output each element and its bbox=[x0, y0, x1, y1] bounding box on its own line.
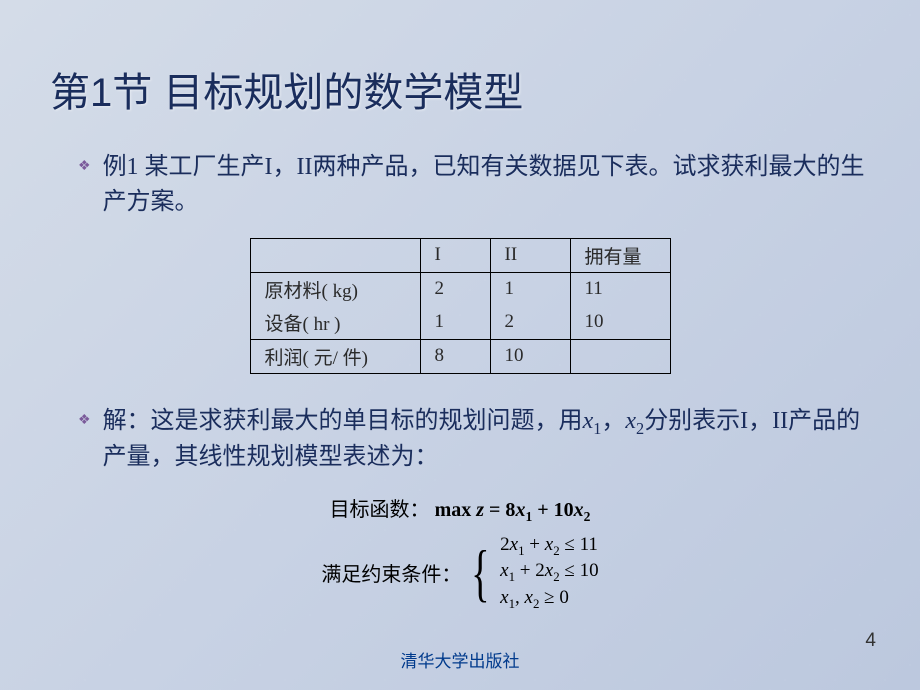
table-cell: 1 bbox=[490, 272, 570, 306]
data-table-wrap: I II 拥有量 原材料( kg) 2 1 11 设备( hr ) 1 2 10… bbox=[50, 238, 870, 374]
table-cell: 10 bbox=[490, 339, 570, 373]
page-title: 第1节 目标规划的数学模型 bbox=[50, 60, 870, 118]
table-cell: 原材料( kg) bbox=[250, 272, 420, 306]
table-row: 设备( hr ) 1 2 10 bbox=[250, 306, 670, 340]
table-cell: 1 bbox=[420, 306, 490, 340]
brace-icon: { bbox=[472, 541, 490, 605]
table-cell: 利润( 元/ 件) bbox=[250, 339, 420, 373]
table-cell: I bbox=[420, 238, 490, 272]
solution-text: 解：这是求获利最大的单目标的规划问题，用x1，x2分别表示I，II产品的产量，其… bbox=[103, 404, 870, 475]
table-cell: 11 bbox=[570, 272, 670, 306]
table-cell: 8 bbox=[420, 339, 490, 373]
table-cell: 2 bbox=[420, 272, 490, 306]
table-cell bbox=[250, 238, 420, 272]
table-row: 原材料( kg) 2 1 11 bbox=[250, 272, 670, 306]
constraint-row: 满足约束条件： { 2x1 + x2 ≤ 11 x1 + 2x2 ≤ 10 x1… bbox=[321, 533, 598, 613]
math-block: 目标函数： max z = 8x1 + 10x2 满足约束条件： { 2x1 +… bbox=[50, 493, 870, 613]
table-row: 利润( 元/ 件) 8 10 bbox=[250, 339, 670, 373]
objective-line: 目标函数： max z = 8x1 + 10x2 bbox=[50, 493, 870, 525]
table-cell: 设备( hr ) bbox=[250, 306, 420, 340]
example-text: 例1 某工厂生产I，II两种产品，已知有关数据见下表。试求获利最大的生产方案。 bbox=[103, 150, 870, 220]
bullet-solution: ❖ 解：这是求获利最大的单目标的规划问题，用x1，x2分别表示I，II产品的产量… bbox=[50, 404, 870, 475]
table-cell: 拥有量 bbox=[570, 238, 670, 272]
table-cell bbox=[570, 339, 670, 373]
table-cell: 10 bbox=[570, 306, 670, 340]
bullet-example: ❖ 例1 某工厂生产I，II两种产品，已知有关数据见下表。试求获利最大的生产方案… bbox=[50, 150, 870, 220]
diamond-icon: ❖ bbox=[78, 412, 91, 429]
constraint-group: 2x1 + x2 ≤ 11 x1 + 2x2 ≤ 10 x1, x2 ≥ 0 bbox=[500, 533, 598, 613]
data-table: I II 拥有量 原材料( kg) 2 1 11 设备( hr ) 1 2 10… bbox=[250, 238, 671, 374]
table-cell: II bbox=[490, 238, 570, 272]
table-row: I II 拥有量 bbox=[250, 238, 670, 272]
table-cell: 2 bbox=[490, 306, 570, 340]
diamond-icon: ❖ bbox=[78, 158, 91, 175]
